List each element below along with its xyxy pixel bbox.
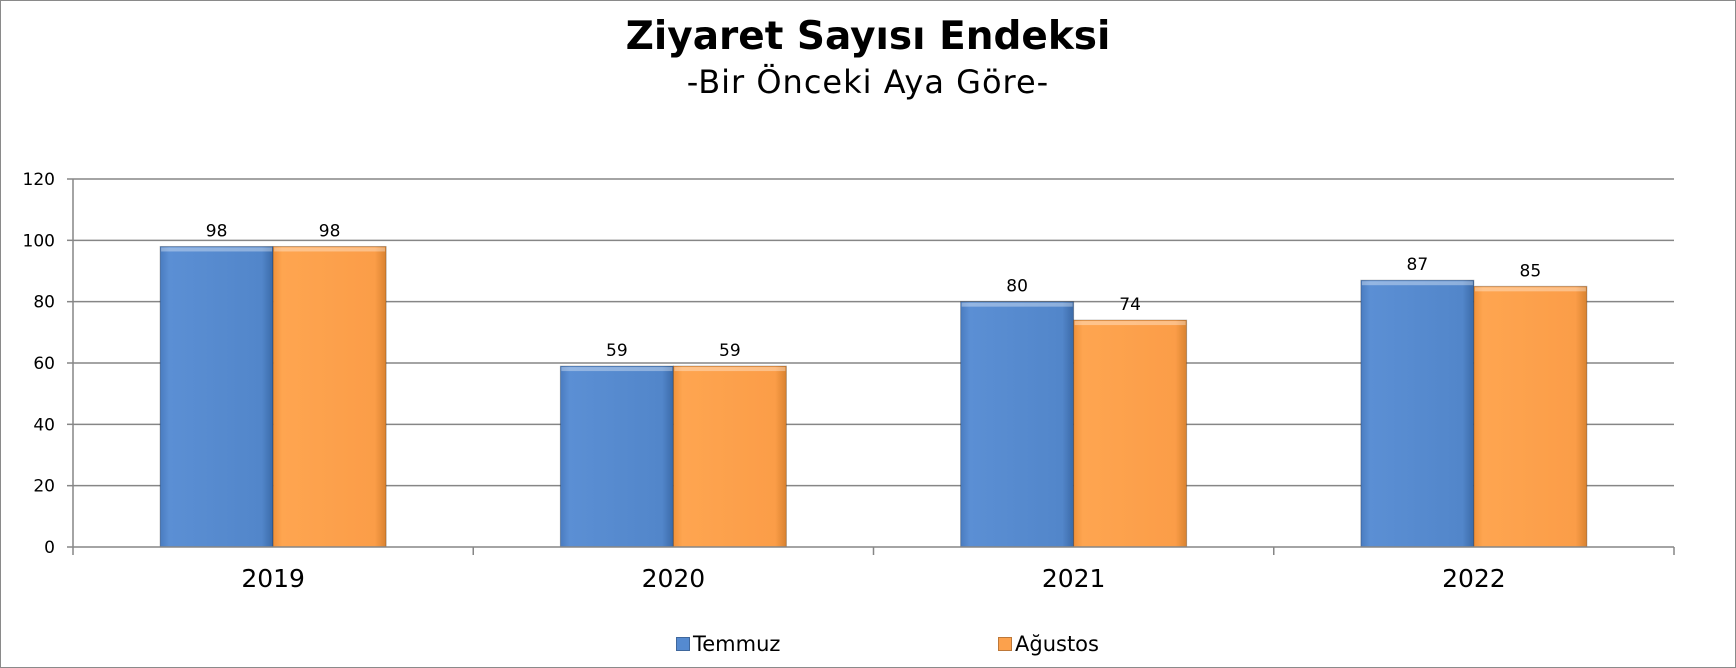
y-tick-label: 60 [33,354,55,374]
bar-highlight [674,367,786,372]
bar-highlight [961,302,1073,307]
data-label: 80 [1006,277,1028,297]
data-label: 74 [1119,295,1141,315]
data-label: 85 [1520,261,1542,281]
bar-highlight [274,247,386,252]
legend-swatch-temmuz [676,637,690,651]
bar-highlight [1074,321,1186,326]
x-tick-label: 2022 [1442,564,1506,593]
bar-highlight [1474,287,1586,292]
data-label: 59 [606,341,628,361]
bar-agustos-2022 [1473,285,1588,548]
legend-item-temmuz: Temmuz [676,632,780,656]
bar-temmuz-2019 [159,245,274,548]
chart-subtitle: -Bir Önceki Aya Göre- [686,63,1050,101]
bar-agustos-2020 [672,365,787,548]
bar-temmuz-2022 [1360,279,1475,548]
data-label: 87 [1407,255,1429,275]
y-tick-label: 0 [44,538,55,558]
bar-highlight [561,367,673,372]
bar-highlight [1361,281,1473,286]
y-tick-label: 20 [33,477,55,497]
x-tick-label: 2021 [1042,564,1106,593]
legend-label-agustos: Ağustos [1015,632,1099,656]
bar-agustos-2019 [272,245,387,548]
y-tick-label: 40 [33,415,55,435]
data-label: 98 [206,221,228,241]
y-tick-label: 100 [23,231,55,251]
x-tick-label: 2019 [241,564,305,593]
bar-temmuz-2021 [960,301,1075,548]
x-tick-label: 2020 [642,564,706,593]
data-label: 98 [319,221,341,241]
legend-item-agustos: Ağustos [998,632,1099,656]
bar-highlight [161,247,273,252]
chart-title: Ziyaret Sayısı Endeksi [625,14,1111,59]
legend-label-temmuz: Temmuz [693,632,781,656]
bar-agustos-2021 [1073,319,1188,548]
y-tick-label: 80 [33,293,55,313]
y-tick-label: 120 [23,170,55,190]
legend: Temmuz Ağustos [0,632,1736,660]
bar-temmuz-2020 [559,365,674,548]
legend-swatch-agustos [998,637,1012,651]
data-label: 59 [719,341,741,361]
